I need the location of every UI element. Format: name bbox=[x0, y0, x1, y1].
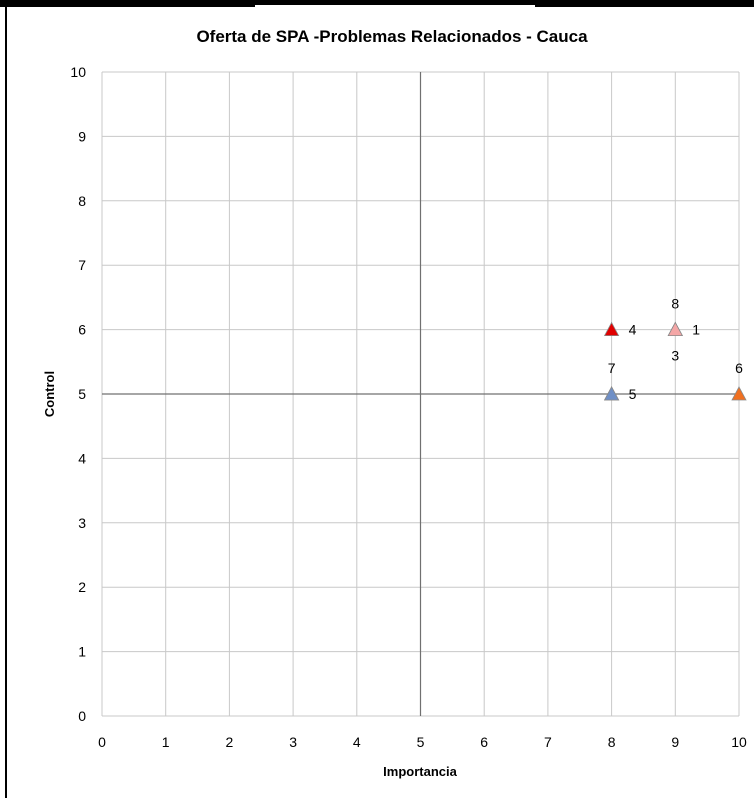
point-label-6: 6 bbox=[735, 360, 743, 376]
y-axis-ticks: 0 1 2 3 4 5 6 7 8 9 10 bbox=[70, 64, 86, 724]
y-tick-label: 0 bbox=[78, 708, 86, 724]
y-tick-label: 10 bbox=[70, 64, 86, 80]
point-label-8: 8 bbox=[671, 296, 679, 312]
top-border-gap bbox=[255, 5, 535, 7]
y-tick-label: 5 bbox=[78, 386, 86, 402]
data-point-7 bbox=[603, 386, 620, 401]
data-point-6 bbox=[731, 386, 747, 401]
axes bbox=[102, 72, 739, 716]
chart-title: Oferta de SPA -Problemas Relacionados - … bbox=[196, 27, 588, 46]
x-tick-label: 3 bbox=[289, 734, 297, 750]
x-tick-label: 4 bbox=[353, 734, 361, 750]
x-axis-ticks: 0 1 2 3 4 5 6 7 8 9 10 bbox=[98, 734, 747, 750]
point-labels: 13 4 5 6 7 8 bbox=[608, 296, 743, 402]
x-tick-label: 2 bbox=[226, 734, 234, 750]
x-tick-label: 7 bbox=[544, 734, 552, 750]
x-tick-label: 6 bbox=[480, 734, 488, 750]
y-tick-label: 2 bbox=[78, 579, 86, 595]
x-tick-label: 1 bbox=[162, 734, 170, 750]
y-axis-title: Control bbox=[42, 371, 57, 417]
x-axis-title: Importancia bbox=[383, 764, 457, 779]
x-tick-label: 5 bbox=[417, 734, 425, 750]
y-tick-label: 1 bbox=[78, 644, 86, 660]
point-label-5: 5 bbox=[629, 386, 637, 402]
x-tick-label: 9 bbox=[671, 734, 679, 750]
x-tick-label: 8 bbox=[608, 734, 616, 750]
data-point-4 bbox=[603, 321, 620, 337]
point-label-1: 1 bbox=[692, 322, 700, 338]
y-tick-label: 6 bbox=[78, 322, 86, 338]
top-border bbox=[0, 0, 754, 7]
y-tick-label: 9 bbox=[78, 128, 86, 144]
x-tick-label: 10 bbox=[731, 734, 747, 750]
y-tick-label: 7 bbox=[78, 257, 86, 273]
y-tick-label: 4 bbox=[78, 450, 86, 466]
y-tick-label: 8 bbox=[78, 193, 86, 209]
point-label-4: 4 bbox=[629, 322, 637, 338]
point-label-7: 7 bbox=[608, 360, 616, 376]
x-tick-label: 0 bbox=[98, 734, 106, 750]
point-label-3: 3 bbox=[671, 348, 679, 364]
y-tick-label: 3 bbox=[78, 515, 86, 531]
left-border bbox=[5, 7, 7, 798]
data-points bbox=[603, 321, 747, 401]
data-point-8 bbox=[667, 321, 683, 337]
